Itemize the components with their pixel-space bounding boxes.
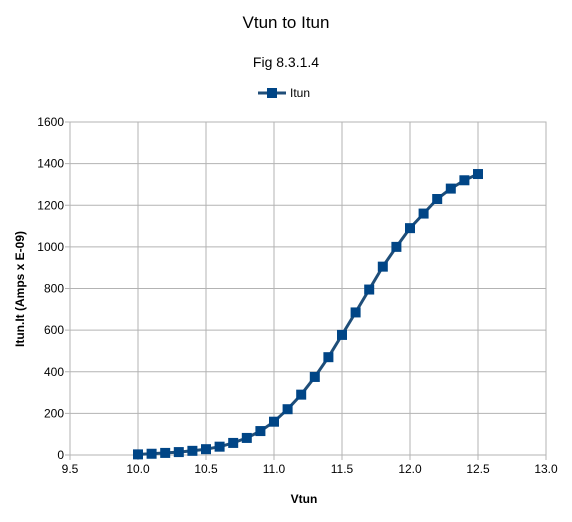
data-point [473, 169, 483, 180]
x-tick-label: 10.5 [194, 462, 218, 476]
data-point [377, 261, 388, 272]
data-point [309, 371, 320, 382]
data-point [241, 432, 252, 443]
data-point [269, 416, 279, 427]
y-tick-label: 200 [44, 406, 64, 420]
data-point [146, 448, 157, 459]
x-axis: 9.5 10.0 10.5 11.0 11.5 12.0 12.5 13.0 [62, 455, 558, 476]
data-point [282, 404, 293, 415]
y-axis-label: Itun.It (Amps x E-09) [13, 231, 27, 347]
data-point [201, 444, 211, 455]
x-tick-label: 12.0 [398, 462, 422, 476]
data-point [160, 447, 171, 458]
chart-subtitle: Fig 8.3.1.4 [253, 54, 319, 70]
y-tick-label: 600 [44, 323, 64, 337]
y-tick-label: 400 [44, 365, 64, 379]
data-point [364, 284, 375, 295]
data-point [214, 441, 225, 452]
data-point [432, 194, 443, 205]
data-point [133, 449, 143, 460]
y-tick-label: 1600 [37, 115, 64, 129]
data-point [391, 241, 402, 252]
data-point [187, 445, 198, 456]
y-tick-label: 1400 [37, 157, 64, 171]
data-point [405, 223, 415, 234]
chart-title: Vtun to Itun [243, 13, 330, 32]
data-point [459, 175, 470, 186]
x-tick-label: 13.0 [534, 462, 558, 476]
y-tick-label: 0 [57, 448, 64, 462]
x-tick-label: 9.5 [62, 462, 79, 476]
data-point [337, 329, 347, 340]
data-point [296, 389, 307, 400]
data-point [228, 437, 239, 448]
data-point [323, 352, 334, 363]
y-tick-label: 1000 [37, 240, 64, 254]
legend-marker [267, 88, 277, 98]
y-tick-label: 800 [44, 282, 64, 296]
data-point [445, 183, 456, 194]
legend-label: Itun [290, 86, 310, 100]
y-axis: 0 200 400 600 800 1000 1200 1400 1600 [37, 115, 70, 462]
x-tick-label: 12.5 [466, 462, 490, 476]
data-point [255, 426, 266, 437]
y-tick-label: 1200 [37, 198, 64, 212]
x-tick-label: 11.5 [331, 462, 354, 476]
data-point [173, 447, 184, 458]
data-point [350, 307, 361, 318]
legend: Itun [258, 86, 310, 100]
data-point [418, 208, 429, 219]
x-axis-label: Vtun [291, 492, 318, 506]
x-tick-label: 11.0 [263, 462, 286, 476]
x-tick-label: 10.0 [126, 462, 150, 476]
series-itun [133, 169, 483, 460]
